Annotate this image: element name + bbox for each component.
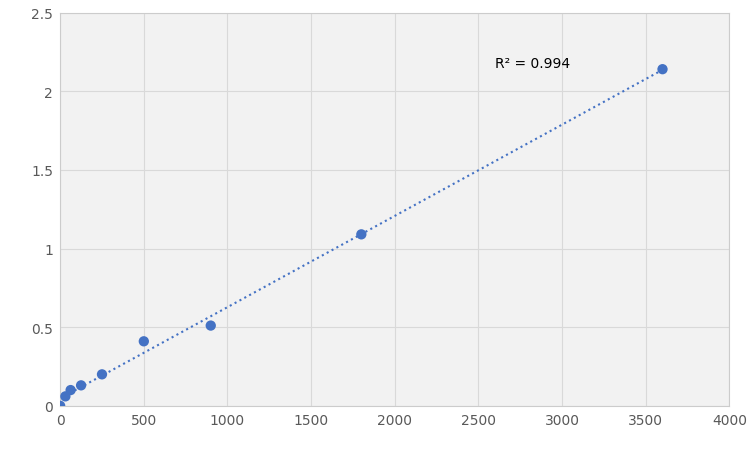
- Text: R² = 0.994: R² = 0.994: [495, 57, 570, 71]
- Point: [656, 66, 669, 74]
- Point: [59, 393, 71, 400]
- Point: [96, 371, 108, 378]
- Point: [65, 387, 77, 394]
- Point: [205, 322, 217, 330]
- Point: [355, 231, 367, 239]
- Point: [75, 382, 87, 389]
- Point: [138, 338, 150, 345]
- Point: [54, 402, 66, 410]
